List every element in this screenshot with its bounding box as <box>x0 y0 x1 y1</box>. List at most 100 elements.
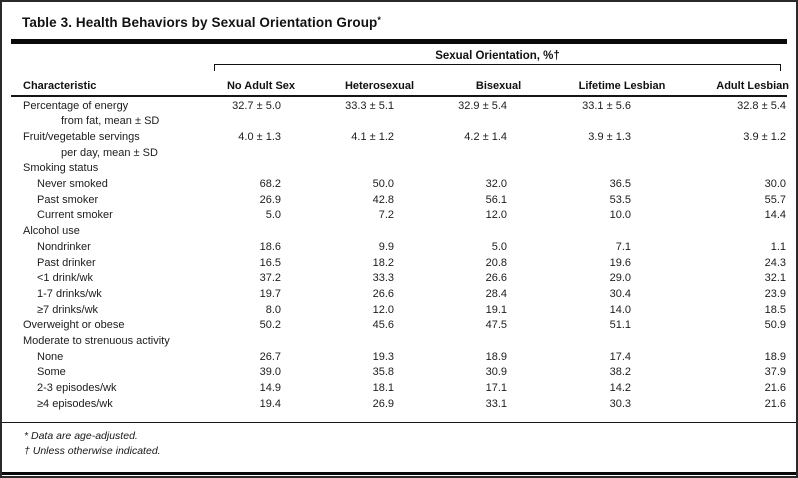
cell-value: 30.0 <box>764 178 786 191</box>
cell-value: 33.3 <box>372 272 394 285</box>
row-label: None <box>11 350 202 366</box>
row-label: Smoking status <box>11 161 202 177</box>
cell-value: 14.4 <box>764 209 786 222</box>
table-row: ≥4 episodes/wk 19.4 26.9 33.1 30.3 21.6 <box>11 397 787 413</box>
row-label-line: Overweight or obese <box>23 319 125 332</box>
cell-value: 4.1 ± 1.2 <box>351 130 394 143</box>
column-header: Adult Lesbian <box>716 80 789 92</box>
cell-value: 19.3 <box>372 350 394 363</box>
cell-value: 18.9 <box>764 350 786 363</box>
cell-value: 33.1 ± 5.6 <box>582 99 631 112</box>
row-label: <1 drink/wk <box>11 271 202 287</box>
cell-value: 35.8 <box>372 366 394 379</box>
cell-value: 30.9 <box>485 366 507 379</box>
table-row: ≥7 drinks/wk 8.0 12.0 19.1 14.0 18.5 <box>11 303 787 319</box>
table-row: Moderate to strenuous activity <box>11 334 787 350</box>
row-label: Some <box>11 365 202 381</box>
row-label-line: ≥4 episodes/wk <box>37 397 113 410</box>
cell-value: 12.0 <box>372 303 394 316</box>
cell-value: 51.1 <box>609 319 631 332</box>
cell-value: 14.2 <box>609 382 631 395</box>
row-label-continuation: from fat, mean ± SD <box>61 115 160 128</box>
table-row: Some 39.0 35.8 30.9 38.2 37.9 <box>11 365 787 381</box>
row-label: 1-7 drinks/wk <box>11 287 202 303</box>
row-label: Current smoker <box>11 208 202 224</box>
cell-value: 7.2 <box>378 209 394 222</box>
table-row: Overweight or obese 50.2 45.6 47.5 51.1 50.9 <box>11 318 787 334</box>
row-label-line: Past smoker <box>37 193 99 206</box>
cell-value: 18.6 <box>259 240 281 253</box>
column-header: Heterosexual <box>344 80 415 92</box>
row-label-line: None <box>37 350 64 363</box>
table-row: Past smoker 26.9 42.8 56.1 53.5 55.7 <box>11 193 787 209</box>
cell-value: 17.1 <box>485 382 507 395</box>
row-label-line: Moderate to strenuous activity <box>23 335 170 348</box>
cell-value: 38.2 <box>609 366 631 379</box>
cell-value: 12.0 <box>485 209 507 222</box>
cell-value: 19.1 <box>485 303 507 316</box>
table-row: Smoking status <box>11 161 787 177</box>
table-title-footnote-marker: * <box>377 15 381 25</box>
footnotes: * Data are age-adjusted. † Unless otherw… <box>2 423 796 458</box>
table-title: Table 3. Health Behaviors by Sexual Orie… <box>2 2 796 30</box>
cell-value: 32.0 <box>485 178 507 191</box>
table-body: Percentage of energy from fat, mean ± SD 3… <box>2 99 796 413</box>
row-label-line: <1 drink/wk <box>37 272 93 285</box>
table-row: Fruit/vegetable servings per day, mean ± … <box>11 130 787 161</box>
cell-value: 21.6 <box>764 397 786 410</box>
cell-value: 4.0 ± 1.3 <box>238 130 281 143</box>
row-label-line: Fruit/vegetable servings <box>23 130 140 143</box>
row-label-line: Never smoked <box>37 178 108 191</box>
cell-value: 10.0 <box>609 209 631 222</box>
cell-value: 50.9 <box>764 319 786 332</box>
cell-value: 18.1 <box>372 382 394 395</box>
cell-value: 26.9 <box>259 193 281 206</box>
cell-value: 50.0 <box>372 178 394 191</box>
cell-value: 3.9 ± 1.3 <box>588 130 631 143</box>
cell-value: 1.1 <box>770 240 786 253</box>
row-label-line: ≥7 drinks/wk <box>37 303 99 316</box>
row-label-line: Past drinker <box>37 256 96 269</box>
cell-value: 68.2 <box>259 178 281 191</box>
cell-value: 53.5 <box>609 193 631 206</box>
cell-value: 16.5 <box>259 256 281 269</box>
row-label-continuation: per day, mean ± SD <box>61 146 158 159</box>
row-label: ≥4 episodes/wk <box>11 397 202 413</box>
row-label-line: Alcohol use <box>23 225 80 238</box>
row-label-line: Current smoker <box>37 209 113 222</box>
cell-value: 7.1 <box>615 240 631 253</box>
cell-value: 33.3 ± 5.1 <box>345 99 394 112</box>
cell-value: 19.4 <box>259 397 281 410</box>
cell-value: 19.7 <box>259 287 281 300</box>
row-label: Percentage of energy from fat, mean ± SD <box>11 99 202 130</box>
row-label-line: Nondrinker <box>37 240 91 253</box>
cell-value: 20.8 <box>485 256 507 269</box>
row-label: Past smoker <box>11 193 202 209</box>
cell-value: 19.6 <box>609 256 631 269</box>
top-thick-rule <box>11 39 787 44</box>
row-label: Fruit/vegetable servings per day, mean ± … <box>11 130 202 161</box>
cell-value: 26.6 <box>372 287 394 300</box>
cell-value: 37.9 <box>764 366 786 379</box>
row-label: Nondrinker <box>11 240 202 256</box>
cell-value: 3.9 ± 1.2 <box>743 130 786 143</box>
table-row: Past drinker 16.5 18.2 20.8 19.6 24.3 <box>11 256 787 272</box>
cell-value: 18.5 <box>764 303 786 316</box>
cell-value: 8.0 <box>265 303 281 316</box>
footnote-asterisk: * Data are age-adjusted. <box>24 430 138 443</box>
cell-value: 33.1 <box>485 397 507 410</box>
cell-value: 26.7 <box>259 350 281 363</box>
row-label: Never smoked <box>11 177 202 193</box>
bottom-thick-rule <box>2 472 796 475</box>
cell-value: 28.4 <box>485 287 507 300</box>
row-label-line: Smoking status <box>23 162 99 175</box>
table-row: Current smoker 5.0 7.2 12.0 10.0 14.4 <box>11 208 787 224</box>
cell-value: 26.6 <box>485 272 507 285</box>
column-header: Lifetime Lesbian <box>578 80 666 92</box>
table-row: Never smoked 68.2 50.0 32.0 36.5 30.0 <box>11 177 787 193</box>
cell-value: 9.9 <box>378 240 394 253</box>
table-row: Alcohol use <box>11 224 787 240</box>
row-label-line: 2-3 episodes/wk <box>37 382 117 395</box>
cell-value: 5.0 <box>491 240 507 253</box>
